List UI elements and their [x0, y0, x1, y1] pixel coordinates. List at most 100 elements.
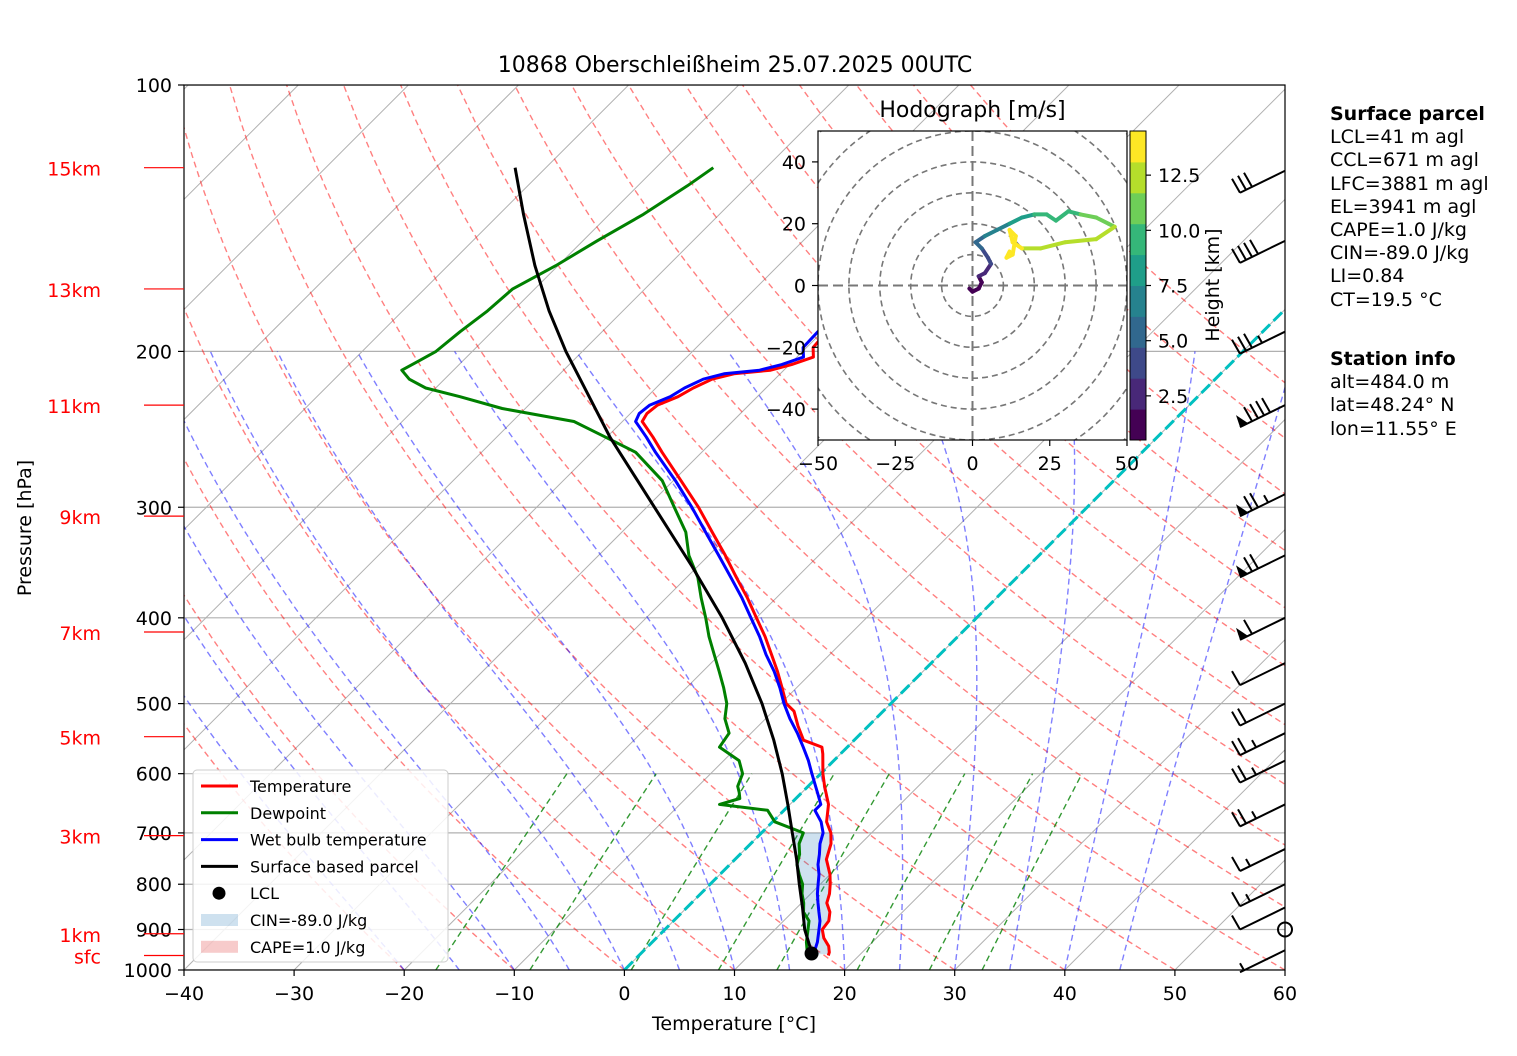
dry-adiabat — [399, 85, 1285, 970]
surface-parcel-panel: Surface parcel LCL=41 m agl CCL=671 m ag… — [1330, 103, 1489, 312]
y-tick-label: 600 — [136, 764, 172, 786]
x-tick-label: 20 — [833, 983, 857, 1005]
colorbar-segment — [1130, 285, 1146, 317]
wind-barb — [1231, 330, 1286, 355]
moist-adiabat — [1119, 385, 1285, 970]
colorbar-tick-label: 5.0 — [1158, 331, 1188, 353]
colorbar-segment — [1130, 378, 1146, 410]
dry-adiabat — [184, 125, 846, 970]
dry-adiabat — [228, 85, 956, 970]
mixing-ratio-line — [630, 773, 753, 970]
legend-entry: CIN=-89.0 J/kg — [201, 911, 367, 930]
colorbar-segment — [1130, 223, 1146, 256]
hodograph-segment — [1066, 209, 1083, 217]
colorbar-tick-label: 12.5 — [1158, 165, 1200, 187]
legend-entry: LCL — [212, 884, 279, 903]
height-label: 3km — [59, 827, 101, 849]
moist-adiabat — [454, 351, 791, 970]
colorbar-segment — [1130, 192, 1146, 225]
chart-title: 10868 Oberschleißheim 25.07.2025 00UTC — [498, 53, 973, 78]
dry-adiabat — [184, 722, 405, 970]
legend-label: CAPE=1.0 J/kg — [250, 938, 365, 957]
y-axis-label: Pressure [hPa] — [14, 460, 36, 596]
station-info-panel: Station info alt=484.0 m lat=48.24° N lo… — [1330, 348, 1457, 441]
wind-barb — [1236, 553, 1286, 579]
mixing-ratio-line — [435, 773, 568, 970]
x-tick-label: −20 — [384, 983, 424, 1005]
dry-adiabat — [184, 457, 625, 970]
mixing-ratio-line — [928, 773, 1034, 970]
x-tick-label: −10 — [494, 983, 534, 1005]
colorbar-segment — [1130, 254, 1146, 286]
height-label: sfc — [74, 947, 101, 969]
wind-barb — [1231, 702, 1286, 727]
legend-label: LCL — [250, 884, 279, 903]
freezing-isotherm — [623, 307, 1285, 970]
parcel-lfc: LFC=3881 m agl — [1330, 172, 1489, 195]
legend-label: CIN=-89.0 J/kg — [250, 911, 367, 930]
hodograph-segment — [1094, 224, 1117, 242]
mixing-ratio-line — [981, 773, 1083, 970]
legend-entry: Wet bulb temperature — [201, 831, 427, 850]
isotherm-line — [184, 85, 629, 531]
station-lon: lon=11.55° E — [1330, 417, 1457, 440]
isotherm-line — [513, 198, 1285, 970]
mixing-ratio-line — [776, 773, 890, 970]
wind-barb — [1231, 803, 1286, 828]
isotherm-line — [1064, 749, 1285, 970]
height-label: 13km — [47, 280, 101, 302]
hodograph-segment — [1010, 234, 1018, 257]
parcel-lcl: LCL=41 m agl — [1330, 126, 1465, 149]
y-tick-label: 800 — [136, 874, 172, 896]
hodograph-y-tick-label: −40 — [766, 399, 806, 421]
wind-barb — [1231, 169, 1286, 194]
y-tick-label: 300 — [136, 497, 172, 519]
x-tick-label: 50 — [1163, 983, 1187, 1005]
wind-barb — [1236, 397, 1286, 429]
hodograph-x-tick-label: 50 — [1115, 453, 1139, 475]
colorbar-segment — [1130, 409, 1146, 441]
isotherm-line — [184, 85, 850, 751]
parcel-el: EL=3941 m agl — [1330, 195, 1477, 218]
mixing-ratio-line — [856, 773, 966, 970]
moist-adiabat — [727, 350, 904, 970]
hodograph-segment — [982, 227, 1000, 239]
cin-area — [792, 832, 831, 955]
height-label: 5km — [59, 728, 101, 750]
wind-barb — [1231, 239, 1286, 264]
legend-entry: Dewpoint — [201, 804, 326, 823]
x-tick-label: 10 — [722, 983, 746, 1005]
station-alt: alt=484.0 m — [1330, 371, 1450, 394]
colorbar-tick-label: 2.5 — [1158, 386, 1188, 408]
hodograph-segment — [1007, 215, 1024, 226]
hodograph-segment — [1063, 237, 1099, 245]
hodograph-segment — [995, 221, 1012, 232]
dry-adiabat — [456, 85, 1285, 908]
colorbar-segment — [1130, 347, 1146, 379]
dry-adiabat — [184, 306, 735, 970]
dry-adiabat — [513, 85, 1285, 846]
y-tick-label: 1000 — [124, 960, 172, 982]
x-tick-label: −30 — [274, 983, 314, 1005]
x-tick-label: 60 — [1273, 983, 1297, 1005]
legend-label: Surface based parcel — [250, 857, 419, 876]
legend-entry: CAPE=1.0 J/kg — [201, 938, 365, 957]
isotherm-line — [184, 85, 740, 641]
isotherm-line — [184, 85, 519, 421]
hodograph-x-tick-label: −25 — [875, 453, 915, 475]
height-label: 11km — [47, 396, 101, 418]
hodograph-segment — [1078, 212, 1099, 220]
parcel-ct: CT=19.5 °C — [1330, 288, 1442, 311]
moist-adiabat — [1064, 351, 1196, 970]
isotherm-line — [184, 85, 409, 311]
lcl-marker — [804, 946, 819, 961]
dry-adiabat — [342, 85, 1176, 970]
parcel-li: LI=0.84 — [1330, 265, 1405, 288]
moist-adiabat — [575, 351, 846, 970]
hodograph-segment — [1038, 240, 1068, 251]
colorbar-segment — [1130, 316, 1146, 348]
hodograph-x-tick-label: 25 — [1038, 453, 1062, 475]
moist-adiabat — [1009, 351, 1076, 970]
hodograph-x-tick-label: −50 — [798, 453, 838, 475]
